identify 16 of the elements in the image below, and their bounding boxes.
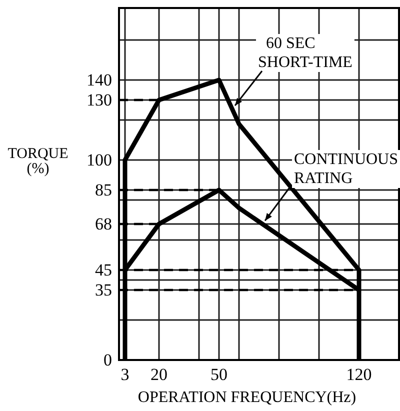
x-tick-label: 20: [150, 365, 168, 384]
y-tick-label: 45: [95, 260, 112, 280]
x-tick-label: 50: [210, 365, 228, 384]
y-tick-label: 68: [95, 214, 112, 234]
y-tick-label: 140: [86, 70, 112, 90]
y-tick-label: 0: [104, 350, 112, 370]
x-axis-title: OPERATION FREQUENCY(Hz): [138, 389, 356, 406]
x-tick-label: 120: [346, 365, 372, 384]
y-tick-label: 100: [86, 150, 112, 170]
text: CONTINUOUS RATING: [294, 151, 398, 187]
text: 60 SEC SHORT-TIME: [258, 35, 352, 71]
y-tick-label: 130: [86, 90, 112, 110]
x-tick-label: 3: [120, 365, 130, 384]
y-tick-label: 85: [95, 180, 112, 200]
y-tick-label: 35: [95, 280, 112, 300]
y-axis-title: TORQUE (%): [8, 146, 68, 177]
